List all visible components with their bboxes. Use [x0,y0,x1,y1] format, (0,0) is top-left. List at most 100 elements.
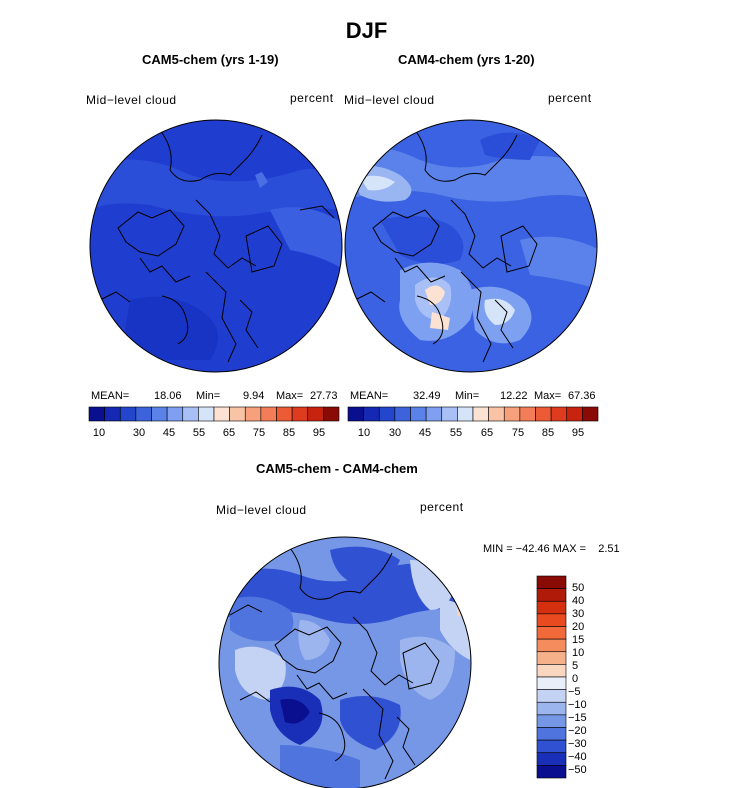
cb3-tick: −50 [568,764,587,776]
figure-title: DJF [345,18,388,43]
colorbar-cell [425,406,443,422]
colorbar-cell [535,406,552,422]
cb1-tick: 10 [92,427,106,439]
colorbar-cell [536,575,567,589]
colorbar-cell [472,406,489,422]
cb1-tick: 95 [312,427,326,439]
cb1-tick: 55 [192,427,206,439]
cb2-tick: 85 [541,427,555,439]
colorbar-cell [566,406,583,422]
panel2-units: percent [548,91,592,105]
colorbar-cell [213,406,230,422]
cb3-tick: 50 [572,582,585,594]
cb1-tick: 65 [222,427,236,439]
panel3-field-label: Mid−level cloud [216,503,307,517]
cb1-tick: 30 [132,427,146,439]
colorbar-cell [88,406,105,422]
colorbar-panel2 [347,406,599,422]
colorbar-cell [519,406,536,422]
cb3-tick: 15 [572,634,585,646]
colorbar-cell [536,588,567,602]
panel1-max-label: Max= [276,390,304,402]
cb3-tick: −40 [568,751,587,763]
colorbar-cell [536,689,567,703]
colorbar-cell [378,406,396,422]
cb3-tick: −15 [568,712,587,724]
colorbar-cell [441,406,458,422]
cb3-tick: −10 [568,699,587,711]
cb3-tick: 0 [572,673,579,685]
colorbar-cell [536,664,567,678]
panel2-mean-value: 32.49 [413,390,441,402]
cb1-tick: 75 [252,427,266,439]
colorbar-cell [457,406,474,422]
colorbar-cell [536,701,567,716]
colorbar-cell [536,765,567,779]
cb3-tick: 30 [572,608,585,620]
cb2-tick: 75 [511,427,525,439]
cb3-tick: 10 [572,647,585,659]
cb2-tick: 10 [357,427,371,439]
colorbar-cell [307,406,324,422]
colorbar-cell [260,406,277,422]
colorbar-cell [182,406,199,422]
colorbar-cell [135,406,152,422]
colorbar-cell [536,626,567,640]
cb2-tick: 55 [449,427,463,439]
colorbar-cell [536,752,567,766]
panel1-mean-label: MEAN= [91,390,130,402]
cb2-tick: 65 [480,427,494,439]
colorbar-cell [291,406,309,422]
colorbar-cell [276,406,293,422]
colorbar-cell [536,714,567,728]
cb2-tick: 30 [388,427,402,439]
colorbar-cell [229,406,246,422]
panel1-min-value: 9.94 [243,390,265,402]
cb1-tick: 45 [162,427,176,439]
panel1-map [89,119,343,373]
cb3-tick: −30 [568,738,587,750]
panel3-map [218,536,472,788]
colorbar-cell [323,406,340,422]
colorbar-cell [394,406,411,422]
panel2-min-value: 12.22 [500,390,528,402]
colorbar-cell [536,727,567,741]
cb3-tick: 40 [572,595,585,607]
colorbar-cell [536,676,567,690]
colorbar-cell [104,406,121,422]
colorbar-cell [582,406,599,422]
colorbar-cell [410,406,427,422]
colorbar-cell [119,406,137,422]
colorbar-cell [536,600,567,615]
panel2-field-label: Mid−level cloud [344,93,435,107]
cb3-tick: −20 [568,725,587,737]
colorbar-cell [536,651,567,665]
colorbar-panel3 [536,575,567,779]
panel2-max-value: 67.36 [568,390,596,402]
panel2-mean-label: MEAN= [350,390,389,402]
panel2-max-label: Max= [534,390,562,402]
panel1-units: percent [290,91,334,105]
panel1-subtitle: CAM5-chem (yrs 1-19) [142,52,279,67]
panel2-min-label: Min= [455,390,480,402]
cb3-tick: 20 [572,621,585,633]
panel1-min-label: Min= [196,390,221,402]
cb2-tick: 45 [418,427,432,439]
colorbar-cell [503,406,521,422]
panel2-map [344,119,598,373]
colorbar-cell [166,406,184,422]
colorbar-cell [550,406,568,422]
panel2-subtitle: CAM4-chem (yrs 1-20) [398,52,535,67]
panel3-units: percent [420,500,464,514]
colorbar-cell [536,739,567,754]
colorbar-panel1 [88,406,340,422]
cb3-tick: 5 [572,660,579,672]
colorbar-cell [244,406,262,422]
colorbar-cell [536,613,567,627]
colorbar-cell [363,406,380,422]
cb1-tick: 85 [282,427,296,439]
panel3-minmax: MIN = −42.46 MAX = 2.51 [483,543,620,555]
colorbar-cell [536,638,567,653]
panel1-max-value: 27.73 [310,390,338,402]
